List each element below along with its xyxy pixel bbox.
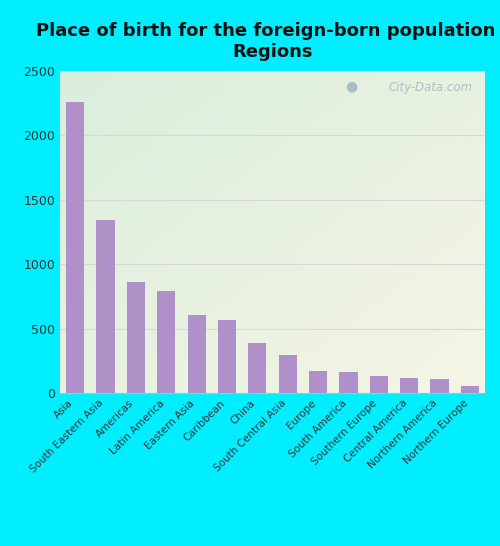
Bar [309, 371, 327, 393]
Bar [370, 376, 388, 393]
Bar [127, 282, 145, 393]
Text: ●: ● [346, 79, 358, 93]
Bar [188, 314, 206, 393]
Text: City-Data.com: City-Data.com [388, 81, 472, 94]
Bar [400, 378, 418, 393]
Title: Place of birth for the foreign-born population -
Regions: Place of birth for the foreign-born popu… [36, 22, 500, 61]
Bar [66, 102, 84, 393]
Bar [340, 372, 357, 393]
Bar [430, 379, 448, 393]
Bar [218, 321, 236, 393]
Bar [248, 343, 266, 393]
Bar [96, 221, 114, 393]
Bar [278, 355, 297, 393]
Bar [157, 292, 176, 393]
Bar [460, 386, 479, 393]
